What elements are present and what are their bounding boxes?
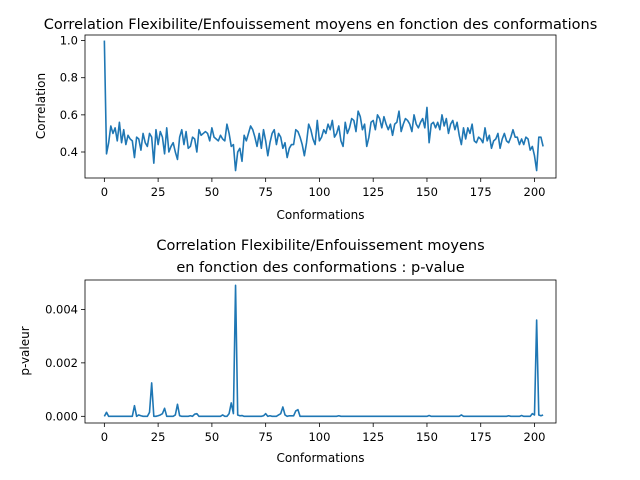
data-series-line xyxy=(103,284,544,418)
x-tick-label: 0 xyxy=(101,185,108,199)
y-tick-label: 1.0 xyxy=(60,34,78,48)
y-tick-label: 0.6 xyxy=(60,108,78,122)
y-axis-label: p-valeur xyxy=(18,326,32,375)
x-tick-label: 200 xyxy=(524,430,546,444)
y-tick-label: 0.000 xyxy=(45,409,78,423)
plot-frame xyxy=(84,34,557,179)
data-series-line xyxy=(103,40,544,172)
y-tick-label: 0.004 xyxy=(45,302,78,316)
x-tick-label: 100 xyxy=(308,185,330,199)
x-tick-label: 175 xyxy=(470,185,492,199)
y-tick-label: 0.8 xyxy=(60,71,78,85)
x-tick-label: 125 xyxy=(362,185,384,199)
y-axis-label: Correlation xyxy=(34,73,48,139)
x-tick-label: 25 xyxy=(151,185,166,199)
x-axis-label: Conformations xyxy=(277,451,365,465)
x-tick-label: 75 xyxy=(258,185,273,199)
x-tick-label: 50 xyxy=(205,185,220,199)
x-tick-label: 150 xyxy=(416,430,438,444)
x-tick-label: 200 xyxy=(524,185,546,199)
chart-title: en fonction des conformations : p-value xyxy=(176,260,464,276)
x-tick-label: 0 xyxy=(101,430,108,444)
chart-title: Correlation Flexibilite/Enfouissement mo… xyxy=(44,17,598,33)
x-tick-label: 50 xyxy=(205,430,220,444)
x-tick-label: 150 xyxy=(416,185,438,199)
p-value-chart: Correlation Flexibilite/Enfouissement mo… xyxy=(18,238,557,465)
chart-title: Correlation Flexibilite/Enfouissement mo… xyxy=(156,238,484,254)
x-tick-label: 125 xyxy=(362,430,384,444)
y-tick-label: 0.002 xyxy=(45,356,78,370)
x-tick-label: 25 xyxy=(151,430,166,444)
correlation-chart: Correlation Flexibilite/Enfouissement mo… xyxy=(34,17,597,222)
x-axis-label: Conformations xyxy=(277,208,365,222)
x-tick-label: 175 xyxy=(470,430,492,444)
plot-frame xyxy=(84,279,557,424)
x-tick-label: 75 xyxy=(258,430,273,444)
y-tick-label: 0.4 xyxy=(60,145,78,159)
x-tick-label: 100 xyxy=(308,430,330,444)
